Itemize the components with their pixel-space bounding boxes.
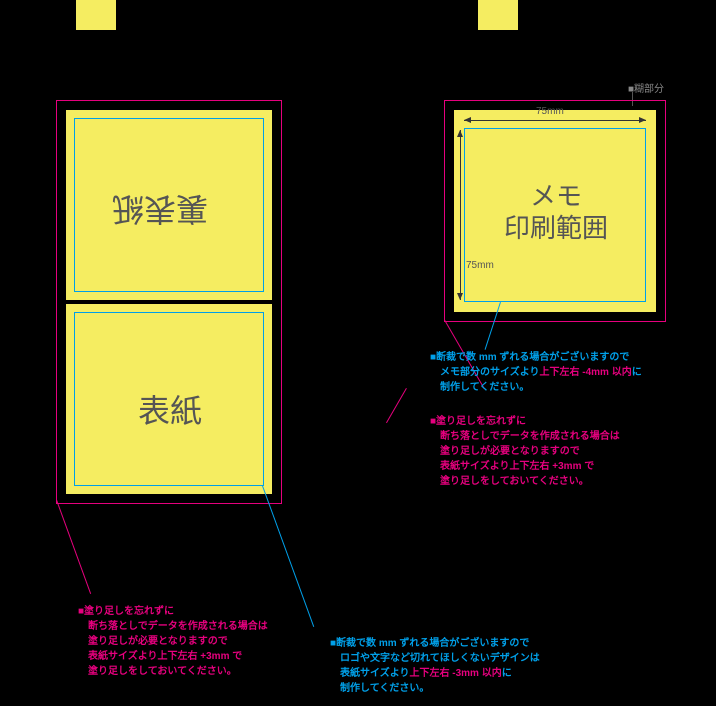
txt: に — [502, 668, 512, 679]
txt: 塗り足しをしておいてください。 — [88, 664, 268, 679]
txt: 制作してください。 — [440, 380, 642, 395]
txt: 表紙サイズより — [340, 668, 410, 679]
txt-hl: 上下左右 +3mm — [510, 461, 582, 472]
txt: 断ち落としでデータを作成される場合は — [440, 429, 620, 444]
txt: で — [581, 461, 594, 472]
txt: ■断裁で数 mm ずれる場合がございますので — [330, 636, 540, 651]
glue-label: ■糊部分 — [628, 80, 664, 95]
left-cyan-leader — [262, 486, 314, 627]
txt: に — [632, 367, 642, 378]
right-note-bleed: ■塗り足しを忘れずに 断ち落としでデータを作成される場合は 塗り足しが必要となり… — [430, 414, 620, 489]
dim-height-arrow — [460, 130, 461, 300]
right-memo-l2: 印刷範囲 — [504, 208, 608, 245]
txt: 塗り足しをしておいてください。 — [440, 474, 620, 489]
left-note-safe: ■断裁で数 mm ずれる場合がございますので ロゴや文字など切れてほしくないデザ… — [330, 636, 540, 696]
txt: 表紙サイズより — [440, 461, 510, 472]
txt: ■断裁で数 mm ずれる場合がございますので — [430, 350, 642, 365]
left-magenta-leader — [56, 500, 91, 594]
txt: 表紙サイズより — [88, 651, 158, 662]
txt-hl: 上下左右 -3mm 以内 — [410, 668, 502, 679]
txt: 塗り足しが必要となりますので — [88, 634, 268, 649]
right-magenta-leader-b — [386, 388, 407, 423]
txt: 制作してください。 — [340, 681, 540, 696]
dim-width-arrow — [464, 120, 646, 121]
dim-width-label: 75mm — [536, 106, 564, 117]
right-note-safe: ■断裁で数 mm ずれる場合がございますので メモ部分のサイズより上下左右 -4… — [430, 350, 642, 395]
txt: 塗り足しが必要となりますので — [440, 444, 620, 459]
txt: 断ち落としでデータを作成される場合は — [88, 619, 268, 634]
dim-height-label: 75mm — [466, 260, 494, 271]
txt: メモ部分のサイズより — [440, 367, 540, 378]
txt: ■塗り足しを忘れずに — [430, 414, 620, 429]
left-bottom-label: 表紙 — [138, 386, 202, 432]
txt-hl: 上下左右 -4mm 以内 — [540, 367, 632, 378]
txt-hl: 上下左右 +3mm — [158, 651, 230, 662]
left-note-bleed: ■塗り足しを忘れずに 断ち落としでデータを作成される場合は 塗り足しが必要となり… — [78, 604, 268, 679]
txt: ■塗り足しを忘れずに — [78, 604, 268, 619]
txt: ロゴや文字など切れてほしくないデザインは — [340, 651, 540, 666]
header-tab-right — [478, 0, 518, 30]
txt: で — [229, 651, 242, 662]
header-tab-left — [76, 0, 116, 30]
left-top-label: 裏表紙 — [112, 188, 208, 234]
